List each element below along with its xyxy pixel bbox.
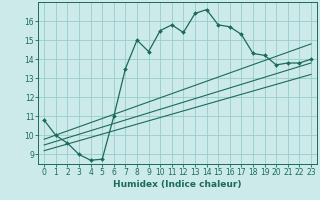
X-axis label: Humidex (Indice chaleur): Humidex (Indice chaleur) [113, 180, 242, 189]
